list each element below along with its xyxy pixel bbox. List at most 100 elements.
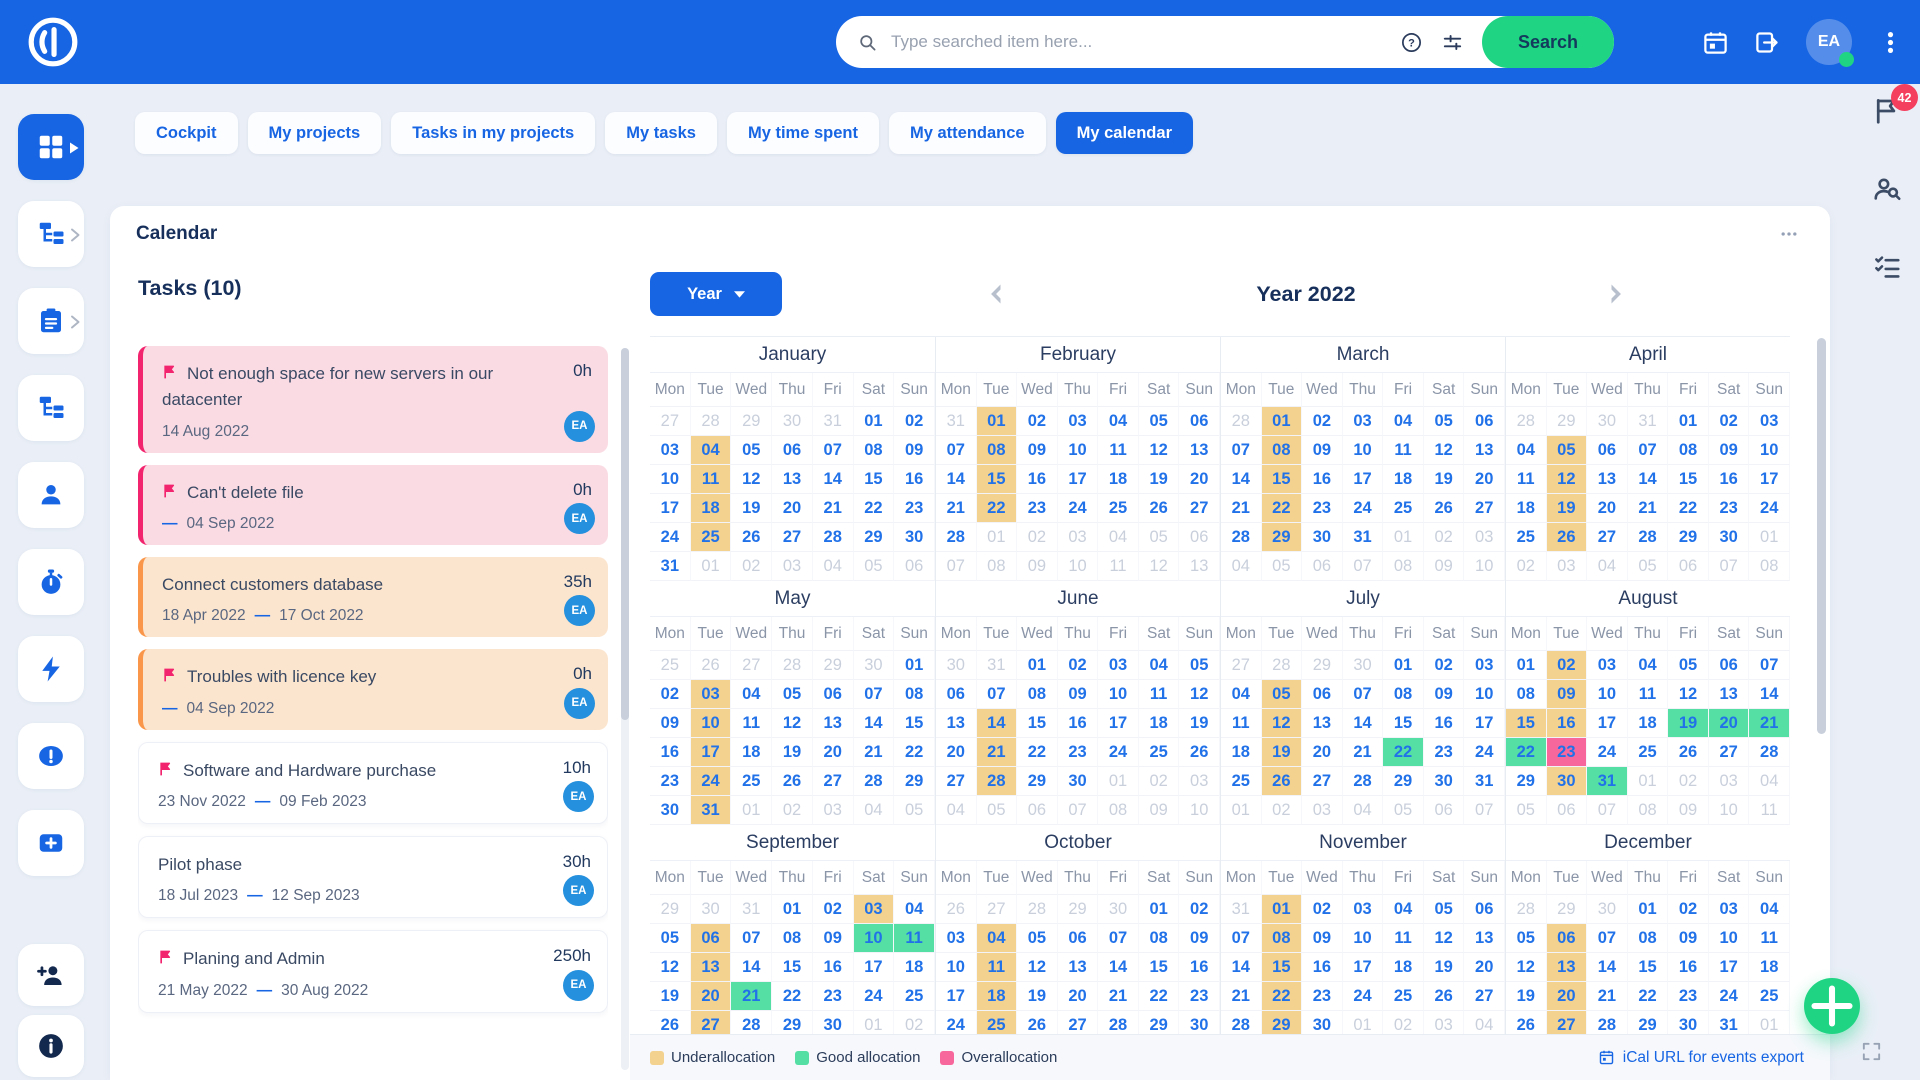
calendar-day[interactable]: 27 bbox=[1464, 982, 1505, 1011]
calendar-day[interactable]: 08 bbox=[1383, 552, 1424, 581]
calendar-day[interactable]: 27 bbox=[731, 651, 772, 680]
tab-my-tasks[interactable]: My tasks bbox=[605, 112, 717, 154]
calendar-day[interactable]: 02 bbox=[650, 680, 691, 709]
calendar-day[interactable]: 03 bbox=[1464, 523, 1505, 552]
calendar-day[interactable]: 04 bbox=[854, 796, 895, 825]
calendar-day[interactable]: 31 bbox=[1221, 895, 1262, 924]
calendar-day[interactable]: 12 bbox=[1262, 709, 1303, 738]
calendar-day[interactable]: 12 bbox=[1506, 953, 1547, 982]
calendar-day[interactable]: 08 bbox=[1628, 924, 1669, 953]
calendar-day[interactable]: 05 bbox=[1262, 552, 1303, 581]
calendar-day[interactable]: 08 bbox=[1628, 796, 1669, 825]
tab-my-calendar[interactable]: My calendar bbox=[1056, 112, 1193, 154]
calendar-day[interactable]: 14 bbox=[1749, 680, 1790, 709]
calendar-day[interactable]: 20 bbox=[1587, 494, 1628, 523]
calendar-day[interactable]: 14 bbox=[936, 465, 977, 494]
calendar-day[interactable]: 03 bbox=[1464, 651, 1505, 680]
calendar-day[interactable]: 15 bbox=[1139, 953, 1180, 982]
calendar-day[interactable]: 06 bbox=[1547, 924, 1588, 953]
calendar-day[interactable]: 07 bbox=[813, 436, 854, 465]
calendar-day[interactable]: 24 bbox=[1343, 494, 1384, 523]
calendar-day[interactable]: 04 bbox=[977, 924, 1018, 953]
calendar-day[interactable]: 06 bbox=[813, 680, 854, 709]
calendar-day[interactable]: 20 bbox=[1058, 982, 1099, 1011]
calendar-day[interactable]: 15 bbox=[1383, 709, 1424, 738]
calendar-day[interactable]: 15 bbox=[977, 465, 1018, 494]
calendar-day[interactable]: 11 bbox=[1506, 465, 1547, 494]
calendar-day[interactable]: 08 bbox=[1749, 552, 1790, 581]
calendar-day[interactable]: 02 bbox=[1424, 651, 1465, 680]
calendar-day[interactable]: 18 bbox=[691, 494, 732, 523]
calendar-day[interactable]: 01 bbox=[691, 552, 732, 581]
calendar-day[interactable]: 18 bbox=[1628, 709, 1669, 738]
calendar-day[interactable]: 19 bbox=[1424, 953, 1465, 982]
calendar-day[interactable]: 03 bbox=[1179, 767, 1220, 796]
calendar-day[interactable]: 03 bbox=[1343, 895, 1384, 924]
calendar-day[interactable]: 30 bbox=[1302, 523, 1343, 552]
calendar-day[interactable]: 29 bbox=[1506, 767, 1547, 796]
calendar-day[interactable]: 25 bbox=[731, 767, 772, 796]
calendar-day[interactable]: 24 bbox=[650, 523, 691, 552]
calendar-day[interactable]: 10 bbox=[1343, 924, 1384, 953]
calendar-day[interactable]: 29 bbox=[772, 1011, 813, 1034]
calendar-day[interactable]: 17 bbox=[1058, 465, 1099, 494]
calendar-day[interactable]: 17 bbox=[1749, 465, 1790, 494]
calendar-day[interactable]: 25 bbox=[1139, 738, 1180, 767]
calendar-day[interactable]: 17 bbox=[691, 738, 732, 767]
calendar-day[interactable]: 29 bbox=[1139, 1011, 1180, 1034]
calendar-day[interactable]: 22 bbox=[894, 738, 935, 767]
calendar-day[interactable]: 11 bbox=[1098, 552, 1139, 581]
calendar-day[interactable]: 07 bbox=[1709, 552, 1750, 581]
calendar-day[interactable]: 27 bbox=[1709, 738, 1750, 767]
calendar-day[interactable]: 27 bbox=[813, 767, 854, 796]
calendar-day[interactable]: 28 bbox=[1017, 895, 1058, 924]
calendar-day[interactable]: 06 bbox=[1179, 407, 1220, 436]
tasks-scrollbar-thumb[interactable] bbox=[621, 348, 629, 720]
calendar-day[interactable]: 02 bbox=[772, 796, 813, 825]
calendar-day[interactable]: 21 bbox=[1628, 494, 1669, 523]
calendar-day[interactable]: 03 bbox=[1709, 767, 1750, 796]
calendar-day[interactable]: 27 bbox=[691, 1011, 732, 1034]
sidebar-item-alert[interactable] bbox=[18, 723, 84, 789]
calendar-day[interactable]: 29 bbox=[1668, 523, 1709, 552]
task-card[interactable]: Software and Hardware purchase 10h 23 No… bbox=[138, 742, 608, 824]
calendar-day[interactable]: 05 bbox=[772, 680, 813, 709]
calendar-day[interactable]: 25 bbox=[1221, 767, 1262, 796]
calendar-day[interactable]: 17 bbox=[1343, 953, 1384, 982]
calendar-day[interactable]: 24 bbox=[1343, 982, 1384, 1011]
calendar-day[interactable]: 23 bbox=[1424, 738, 1465, 767]
calendar-day[interactable]: 19 bbox=[1179, 709, 1220, 738]
calendar-day[interactable]: 20 bbox=[1302, 738, 1343, 767]
calendar-day[interactable]: 09 bbox=[1139, 796, 1180, 825]
calendar-day[interactable]: 05 bbox=[1424, 407, 1465, 436]
calendar-day[interactable]: 19 bbox=[1547, 494, 1588, 523]
calendar-day[interactable]: 03 bbox=[691, 680, 732, 709]
calendar-day[interactable]: 21 bbox=[813, 494, 854, 523]
calendar-day[interactable]: 09 bbox=[813, 924, 854, 953]
calendar-day[interactable]: 30 bbox=[1179, 1011, 1220, 1034]
calendar-day[interactable]: 01 bbox=[854, 1011, 895, 1034]
calendar-day[interactable]: 25 bbox=[1383, 982, 1424, 1011]
calendar-day[interactable]: 27 bbox=[1179, 494, 1220, 523]
calendar-day[interactable]: 01 bbox=[1343, 1011, 1384, 1034]
calendar-day[interactable]: 28 bbox=[772, 651, 813, 680]
calendar-day[interactable]: 06 bbox=[691, 924, 732, 953]
tab-my-attendance[interactable]: My attendance bbox=[889, 112, 1046, 154]
calendar-day[interactable]: 26 bbox=[650, 1011, 691, 1034]
calendar-day[interactable]: 03 bbox=[650, 436, 691, 465]
calendar-day[interactable]: 14 bbox=[813, 465, 854, 494]
sidebar-item-dashboard[interactable] bbox=[18, 114, 84, 180]
sidebar-item-user[interactable] bbox=[18, 462, 84, 528]
calendar-day[interactable]: 06 bbox=[1179, 523, 1220, 552]
calendar-day[interactable]: 20 bbox=[1547, 982, 1588, 1011]
calendar-day[interactable]: 29 bbox=[1383, 767, 1424, 796]
calendar-day[interactable]: 22 bbox=[772, 982, 813, 1011]
calendar-day[interactable]: 05 bbox=[650, 924, 691, 953]
calendar-day[interactable]: 19 bbox=[1262, 738, 1303, 767]
calendar-day[interactable]: 06 bbox=[1424, 796, 1465, 825]
calendar-day[interactable]: 09 bbox=[1017, 436, 1058, 465]
calendar-day[interactable]: 02 bbox=[1017, 523, 1058, 552]
calendar-day[interactable]: 13 bbox=[1464, 436, 1505, 465]
calendar-day[interactable]: 04 bbox=[1098, 407, 1139, 436]
logout-icon[interactable] bbox=[1754, 29, 1781, 56]
